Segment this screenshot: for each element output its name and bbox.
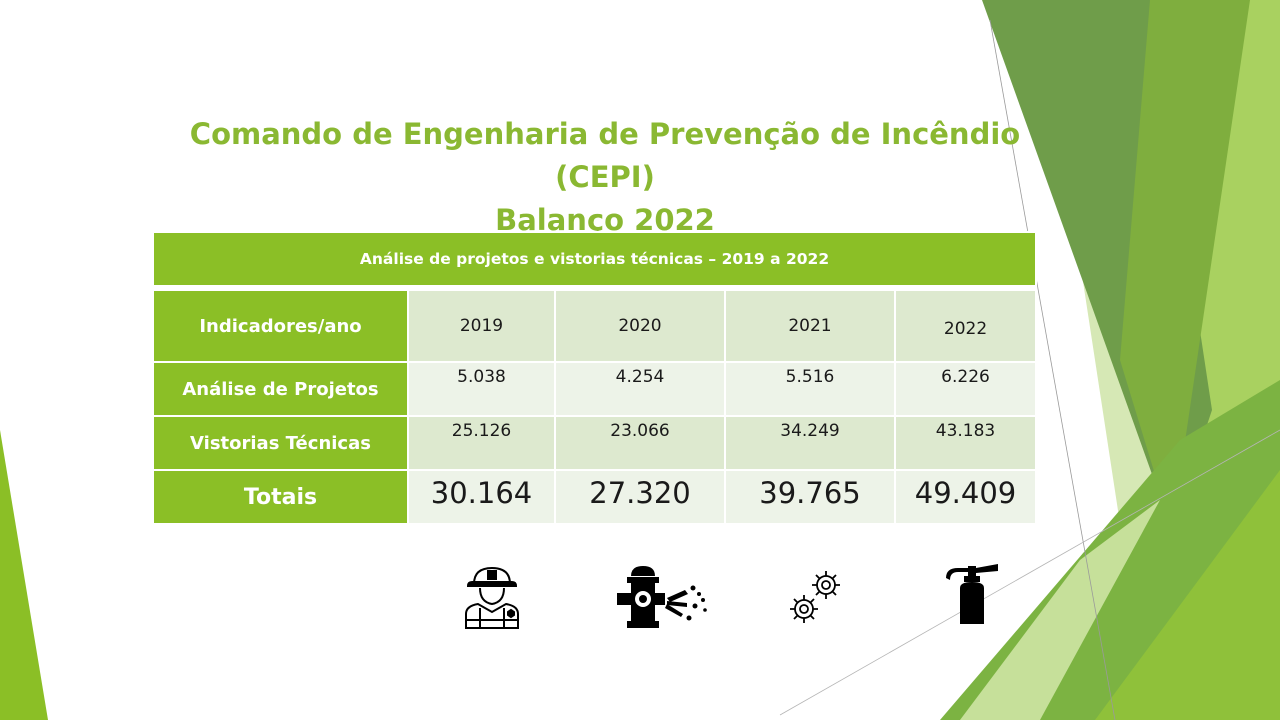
table-cell: 6.226: [893, 361, 1038, 417]
thin-line-1: [989, 19, 1116, 720]
table-row: Vistorias Técnicas 25.126 23.066 34.249 …: [152, 415, 1038, 471]
table-cell: 23.066: [554, 415, 726, 471]
firefighter-icon: [465, 566, 519, 629]
table-cell: 25.126: [407, 415, 556, 471]
thin-line-2: [779, 429, 1280, 716]
table-cell: 34.249: [724, 415, 896, 471]
gears-icon: [790, 571, 840, 623]
header-label: Indicadores/ano: [152, 289, 409, 363]
totals-row: Totais 30.164 27.320 39.765 49.409: [152, 469, 1038, 525]
title-line-1: Comando de Engenharia de Prevenção de In…: [189, 117, 1021, 194]
row-label: Vistorias Técnicas: [152, 415, 409, 471]
year-header: 2019: [407, 289, 556, 363]
row-label: Análise de Projetos: [152, 361, 409, 417]
table-caption: Análise de projetos e vistorias técnicas…: [151, 231, 1038, 287]
total-cell: 30.164: [407, 469, 556, 525]
indicators-table: Análise de projetos e vistorias técnicas…: [151, 231, 1038, 525]
bottom-pale-shape: [960, 500, 1160, 720]
page-title: Comando de Engenharia de Prevenção de In…: [150, 113, 1060, 242]
year-header: 2021: [724, 289, 896, 363]
fire-hydrant-icon: [617, 566, 707, 628]
table-header-row: Indicadores/ano 2019 2020 2021 2022: [152, 289, 1038, 363]
total-cell: 27.320: [554, 469, 726, 525]
left-green-sliver: [0, 430, 48, 720]
table-cell: 43.183: [893, 415, 1038, 471]
fire-extinguisher-icon: [946, 564, 998, 624]
table-cell: 5.516: [724, 361, 896, 417]
totals-label: Totais: [152, 469, 409, 525]
table-cell: 4.254: [554, 361, 726, 417]
total-cell: 39.765: [724, 469, 896, 525]
bottom-light-shape: [1095, 470, 1280, 720]
table-cell: 5.038: [407, 361, 556, 417]
table-row: Análise de Projetos 5.038 4.254 5.516 6.…: [152, 361, 1038, 417]
year-header: 2022: [893, 289, 1038, 363]
right-mid-shape: [1120, 0, 1250, 530]
total-cell: 49.409: [893, 469, 1038, 525]
year-header: 2020: [554, 289, 726, 363]
